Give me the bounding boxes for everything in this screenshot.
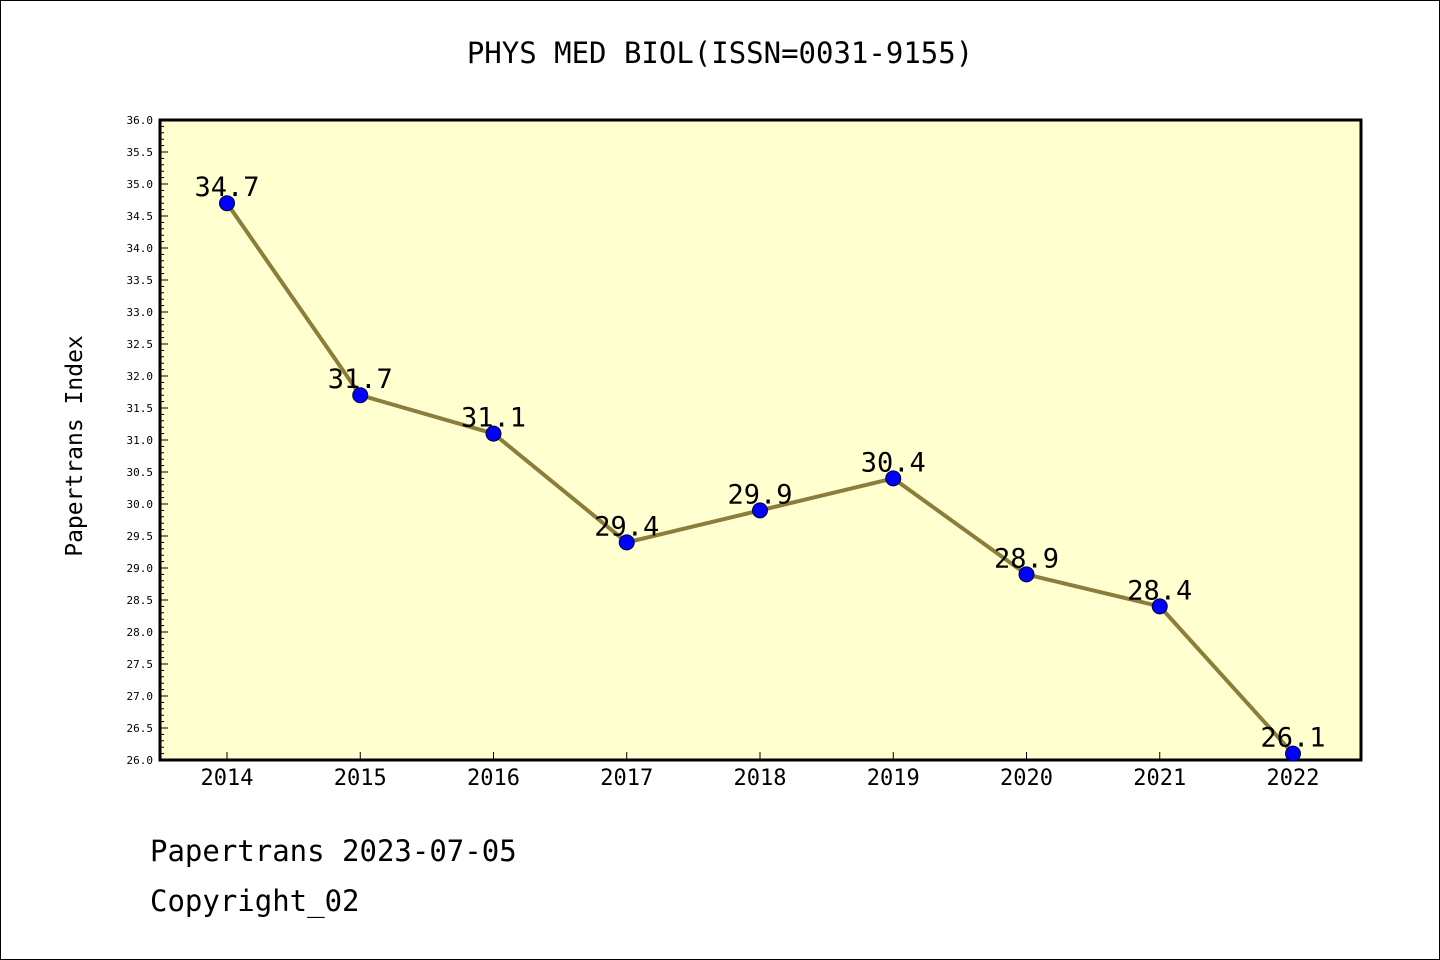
y-axis-ticks: 26.0 26.5 27.0 27.5 28.0 28.5 29.0 29.5 30.0 30.5… — [127, 114, 168, 767]
x-tick-label: 2022 — [1267, 766, 1320, 791]
data-point — [485, 425, 502, 442]
y-tick-label: 27.5 — [127, 658, 154, 671]
data-point — [1018, 566, 1035, 583]
y-tick-label: 29.5 — [127, 530, 154, 543]
x-tick-label: 2021 — [1133, 766, 1186, 791]
footer-date: Papertrans 2023-07-05 — [150, 834, 517, 868]
y-tick-label: 35.0 — [127, 178, 154, 191]
data-point — [1285, 745, 1301, 762]
data-label: 31.7 — [328, 364, 393, 395]
data-point — [1151, 598, 1168, 615]
chart-title: PHYS MED BIOL(ISSN=0031-9155) — [466, 36, 974, 70]
data-point — [752, 502, 768, 519]
y-tick-label: 31.5 — [127, 402, 154, 415]
y-tick-label: 31.0 — [127, 434, 154, 447]
y-tick-label: 30.0 — [127, 498, 154, 511]
y-tick-label: 33.5 — [127, 274, 154, 287]
data-label: 34.7 — [194, 172, 259, 203]
data-point — [885, 470, 902, 487]
y-tick-label: 32.0 — [127, 370, 154, 383]
x-tick-label: 2015 — [334, 766, 387, 791]
x-tick-label: 2017 — [600, 766, 653, 791]
data-point — [618, 534, 635, 551]
data-labels: 34.7 31.7 31.1 29.4 29.9 30.4 28.9 28.4 26.1 — [194, 172, 1325, 753]
x-axis-ticks: 2014 2015 2016 2017 2018 2019 2020 2021 2022 — [201, 752, 1320, 791]
y-tick-label: 29.0 — [127, 562, 154, 575]
y-tick-label: 33.0 — [127, 306, 154, 319]
x-tick-label: 2016 — [467, 766, 520, 791]
data-label: 29.4 — [594, 511, 659, 542]
y-tick-label: 27.0 — [127, 690, 154, 703]
y-tick-label: 26.0 — [127, 754, 154, 767]
y-tick-label: 28.5 — [127, 594, 154, 607]
x-tick-label: 2019 — [867, 766, 920, 791]
x-tick-label: 2014 — [201, 766, 254, 791]
data-label: 30.4 — [861, 447, 926, 478]
y-tick-label: 28.0 — [127, 626, 154, 639]
y-tick-label: 34.5 — [127, 210, 154, 223]
x-tick-label: 2020 — [1000, 766, 1053, 791]
data-label: 28.9 — [994, 543, 1059, 574]
data-label: 26.1 — [1260, 723, 1325, 754]
y-tick-label: 34.0 — [127, 242, 154, 255]
data-label: 29.9 — [727, 479, 792, 510]
y-tick-label: 30.5 — [127, 466, 154, 479]
plot-area — [158, 118, 1363, 762]
data-label: 31.1 — [461, 403, 526, 434]
data-point — [352, 387, 369, 404]
data-markers — [219, 195, 1301, 762]
y-tick-label: 26.5 — [127, 722, 154, 735]
x-tick-label: 2018 — [734, 766, 787, 791]
y-tick-label: 32.5 — [127, 338, 154, 351]
y-tick-label: 35.5 — [127, 146, 154, 159]
footer-copyright: Copyright_02 — [150, 884, 360, 918]
data-label: 28.4 — [1127, 575, 1192, 606]
data-point — [219, 195, 235, 212]
y-tick-label: 36.0 — [127, 114, 154, 127]
